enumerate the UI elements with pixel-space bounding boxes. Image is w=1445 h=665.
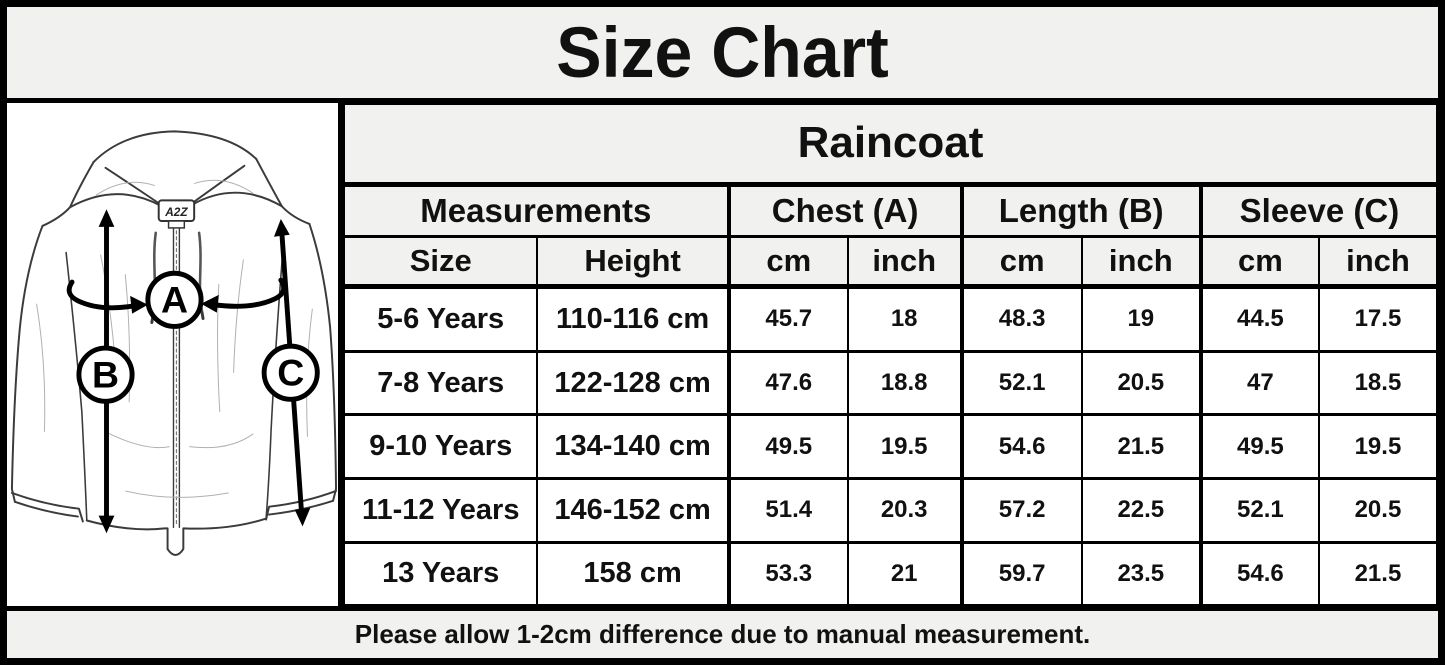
size-table-body: 5-6 Years 110-116 cm 45.7 18 48.3 19 44.5 17.5 7… — [342, 284, 1438, 606]
title-bar: Size Chart — [7, 7, 1438, 103]
size-cell: 11-12 Years — [342, 477, 539, 544]
height-cell: 110-116 cm — [536, 284, 730, 353]
size-cell: 9-10 Years — [342, 413, 539, 480]
value-cell: 53.3 — [726, 540, 849, 606]
size-table-panel: Raincoat Measurements Chest (A) Length (… — [342, 103, 1438, 606]
col-header-length-inch: inch — [1080, 235, 1202, 289]
value-cell: 18 — [846, 284, 963, 353]
value-cell: 51.4 — [726, 477, 849, 544]
size-cell: 13 Years — [342, 540, 539, 606]
col-header-sleeve-inch: inch — [1317, 235, 1438, 289]
measurement-diagram-panel: A2Z — [7, 103, 343, 606]
value-cell: 47.6 — [726, 349, 849, 416]
measure-labels: A B C — [76, 270, 320, 404]
label-b: B — [92, 354, 119, 396]
brand-label-text: A2Z — [164, 205, 188, 219]
value-cell: 48.3 — [959, 284, 1083, 353]
value-cell: 59.7 — [959, 540, 1083, 606]
value-cell: 19 — [1080, 284, 1202, 353]
value-cell: 20.5 — [1080, 349, 1202, 416]
value-cell: 17.5 — [1317, 284, 1438, 353]
value-cell: 57.2 — [959, 477, 1083, 544]
table-row: 9-10 Years 134-140 cm 49.5 19.5 54.6 21.5 49.5… — [342, 413, 1438, 480]
raincoat-sketch: A2Z — [10, 130, 338, 556]
group-header-measurements: Measurements — [343, 183, 730, 238]
size-cell: 7-8 Years — [342, 349, 539, 416]
value-cell: 47 — [1198, 349, 1320, 416]
group-header-row: Measurements Chest (A) Length (B) Sleeve… — [343, 183, 1438, 238]
label-a: A — [161, 279, 188, 321]
col-header-chest-inch: inch — [846, 235, 963, 289]
height-cell: 122-128 cm — [536, 349, 730, 416]
table-row: 7-8 Years 122-128 cm 47.6 18.8 52.1 20.5 47 18.… — [342, 349, 1438, 416]
value-cell: 23.5 — [1080, 540, 1202, 606]
sub-header-row: Size Height cm inch cm inch cm inch — [342, 235, 1438, 289]
value-cell: 21.5 — [1080, 413, 1202, 480]
col-header-length-cm: cm — [959, 235, 1083, 289]
value-cell: 54.6 — [959, 413, 1083, 480]
value-cell: 54.6 — [1198, 540, 1320, 606]
value-cell: 22.5 — [1080, 477, 1202, 544]
value-cell: 20.3 — [846, 477, 963, 544]
value-cell: 52.1 — [1198, 477, 1320, 544]
value-cell: 20.5 — [1317, 477, 1438, 544]
col-header-sleeve-cm: cm — [1198, 235, 1320, 289]
col-header-size: Size — [342, 235, 539, 289]
value-cell: 18.5 — [1317, 349, 1438, 416]
value-cell: 21.5 — [1317, 540, 1438, 606]
brand-label: A2Z — [157, 199, 196, 229]
value-cell: 49.5 — [1198, 413, 1320, 480]
size-cell: 5-6 Years — [342, 284, 539, 353]
value-cell: 49.5 — [726, 413, 849, 480]
product-name: Raincoat — [343, 103, 1438, 187]
height-cell: 134-140 cm — [536, 413, 730, 480]
page-title: Size Chart — [556, 12, 889, 93]
value-cell: 52.1 — [959, 349, 1083, 416]
table-row: 11-12 Years 146-152 cm 51.4 20.3 57.2 22.5 52.… — [342, 477, 1438, 544]
group-header-length: Length (B) — [959, 183, 1202, 238]
height-cell: 158 cm — [536, 540, 730, 606]
measure-a-arrow — [66, 277, 287, 314]
footer-bar: Please allow 1-2cm difference due to man… — [7, 606, 1438, 658]
size-table: Raincoat Measurements Chest (A) Length (… — [342, 103, 1438, 606]
value-cell: 18.8 — [846, 349, 963, 416]
value-cell: 45.7 — [726, 284, 849, 353]
table-row: 13 Years 158 cm 53.3 21 59.7 23.5 54.6 21.5 — [342, 540, 1438, 606]
group-header-sleeve: Sleeve (C) — [1198, 183, 1438, 238]
label-c: C — [277, 352, 304, 394]
height-cell: 146-152 cm — [536, 477, 730, 544]
value-cell: 19.5 — [846, 413, 963, 480]
group-header-chest: Chest (A) — [726, 183, 963, 238]
content-area: A2Z — [7, 103, 1438, 606]
value-cell: 44.5 — [1198, 284, 1320, 353]
col-header-chest-cm: cm — [726, 235, 849, 289]
value-cell: 21 — [846, 540, 963, 606]
value-cell: 19.5 — [1317, 413, 1438, 480]
table-row: 5-6 Years 110-116 cm 45.7 18 48.3 19 44.5 17.5 — [342, 284, 1438, 353]
footer-note: Please allow 1-2cm difference due to man… — [354, 619, 1091, 649]
product-header-row: Raincoat — [343, 103, 1438, 187]
col-header-height: Height — [536, 235, 730, 289]
